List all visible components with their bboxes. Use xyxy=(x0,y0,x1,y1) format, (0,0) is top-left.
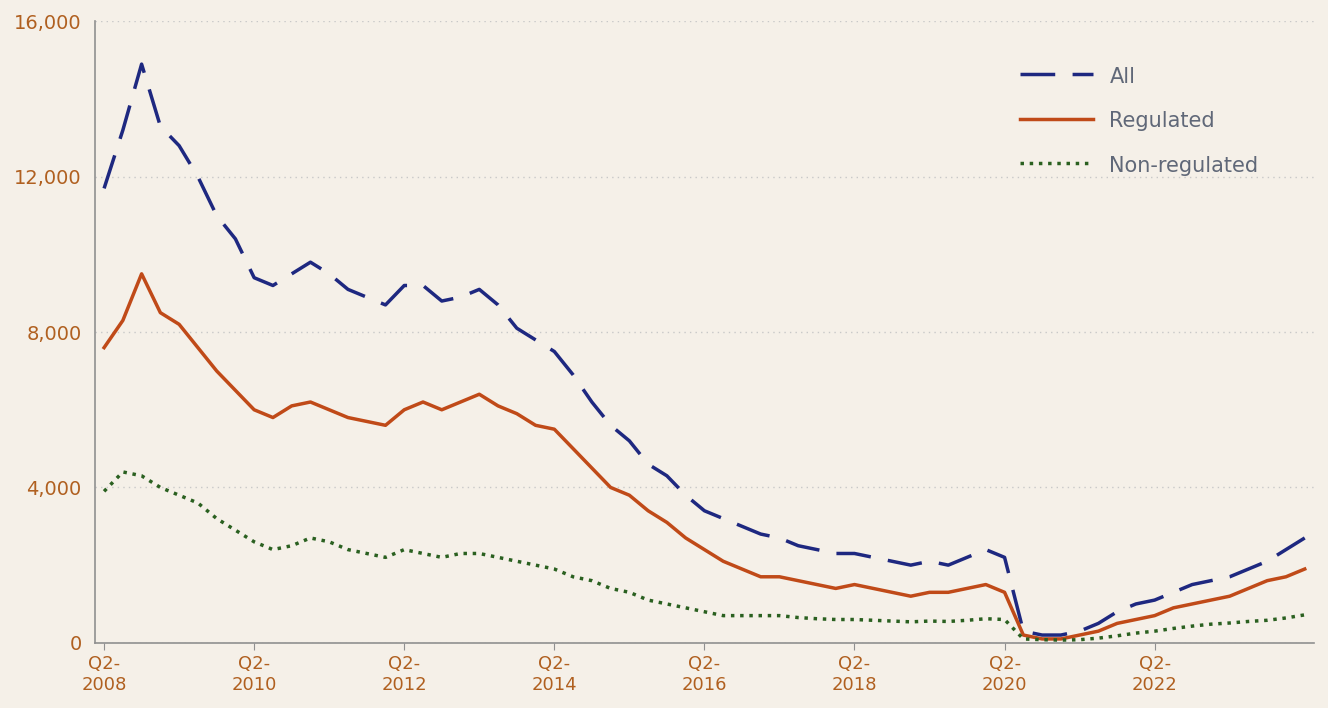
Non-regulated xyxy=(396,545,412,554)
Regulated xyxy=(1166,604,1182,612)
Regulated xyxy=(1035,634,1050,643)
Regulated xyxy=(471,390,487,399)
Non-regulated xyxy=(1053,636,1069,644)
Line: Non-regulated: Non-regulated xyxy=(104,472,1304,640)
All xyxy=(1166,588,1182,597)
Regulated xyxy=(1296,565,1312,573)
All xyxy=(96,184,112,193)
Non-regulated xyxy=(96,487,112,496)
Regulated xyxy=(734,565,750,573)
Line: Regulated: Regulated xyxy=(104,274,1304,639)
Regulated xyxy=(622,491,637,499)
All xyxy=(134,60,150,69)
All xyxy=(1035,631,1050,639)
Non-regulated xyxy=(1296,610,1312,619)
Non-regulated xyxy=(622,588,637,597)
All xyxy=(734,522,750,530)
All xyxy=(1259,557,1275,566)
Regulated xyxy=(396,406,412,414)
Legend: All, Regulated, Non-regulated: All, Regulated, Non-regulated xyxy=(999,44,1279,197)
Regulated xyxy=(1259,576,1275,585)
Non-regulated xyxy=(1259,616,1275,624)
All xyxy=(471,285,487,294)
All xyxy=(396,281,412,290)
All xyxy=(622,437,637,445)
Line: All: All xyxy=(104,64,1304,635)
Regulated xyxy=(134,270,150,278)
Non-regulated xyxy=(116,468,131,476)
All xyxy=(1296,534,1312,542)
Non-regulated xyxy=(1166,624,1182,633)
Non-regulated xyxy=(471,549,487,558)
Non-regulated xyxy=(734,612,750,620)
Regulated xyxy=(96,343,112,352)
